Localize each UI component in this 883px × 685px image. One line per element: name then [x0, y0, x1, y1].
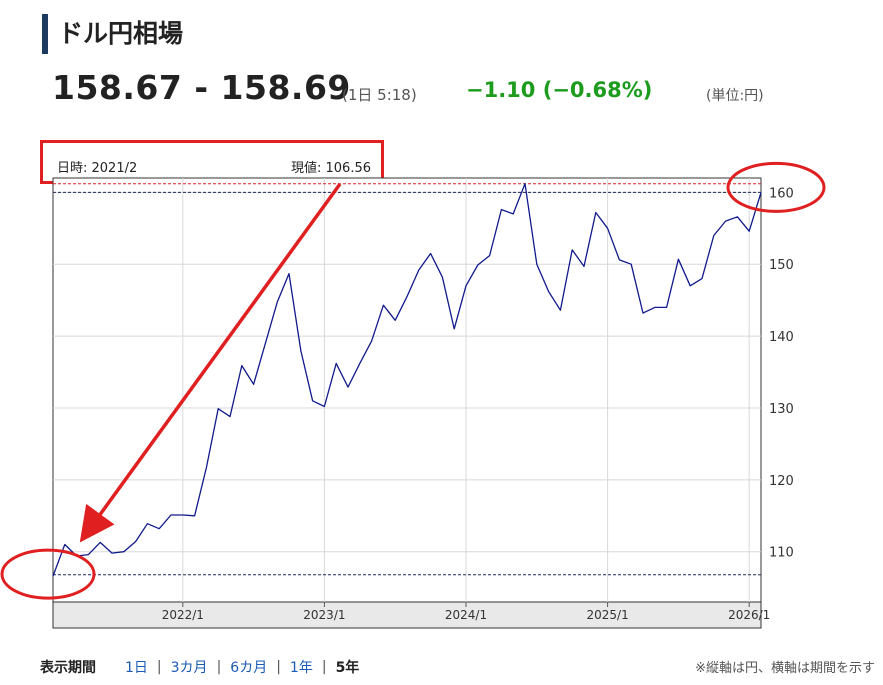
axis-note: ※縦軸は円、横軸は期間を示す	[695, 661, 875, 676]
end-point-circle	[726, 161, 826, 213]
unit-label: (単位:円)	[706, 88, 764, 104]
x-tick-label: 2024/1	[445, 608, 487, 622]
update-time: (1日 5:18)	[342, 86, 417, 104]
series-line-usdjpy	[52, 183, 762, 577]
annotation-arrow	[79, 182, 342, 543]
price-range: 158.67 - 158.69	[52, 68, 351, 107]
separator: |	[216, 659, 222, 675]
x-tick-label: 2025/1	[586, 608, 628, 622]
y-tick-label: 130	[769, 402, 794, 417]
y-tick-label: 150	[769, 258, 794, 273]
plot-area	[52, 177, 762, 603]
x-tick-label: 2023/1	[303, 608, 345, 622]
y-tick-label: 160	[769, 186, 794, 201]
price-change: −1.10 (−0.68%)	[466, 78, 653, 102]
separator: |	[156, 659, 162, 675]
period-option-6m[interactable]: 6カ月	[230, 660, 268, 676]
start-point-circle	[0, 548, 96, 600]
page-title: ドル円相場	[58, 19, 184, 48]
separator: |	[321, 659, 327, 675]
hover-value: 現値: 106.56	[291, 161, 371, 176]
period-option-1d[interactable]: 1日	[125, 660, 148, 676]
y-tick-label: 110	[769, 546, 794, 561]
x-axis-band	[52, 601, 762, 629]
x-tick-label: 2026/1	[728, 608, 770, 622]
hover-info-box: 日時: 2021/2 現値: 106.56	[40, 140, 384, 184]
period-label: 表示期間	[40, 660, 96, 676]
separator: |	[276, 659, 281, 675]
title-accent-bar	[42, 14, 48, 54]
y-tick-label: 140	[769, 330, 794, 345]
x-tick-label: 2022/1	[162, 608, 204, 622]
period-option-5y[interactable]: 5年	[335, 660, 360, 676]
period-option-3m[interactable]: 3カ月	[170, 660, 208, 676]
period-option-1y[interactable]: 1年	[289, 660, 313, 676]
period-selector: 表示期間 1日 | 3カ月 | 6カ月 | 1年 | 5年	[40, 657, 368, 677]
y-tick-label: 120	[769, 474, 794, 489]
hover-date: 日時: 2021/2	[57, 161, 138, 176]
